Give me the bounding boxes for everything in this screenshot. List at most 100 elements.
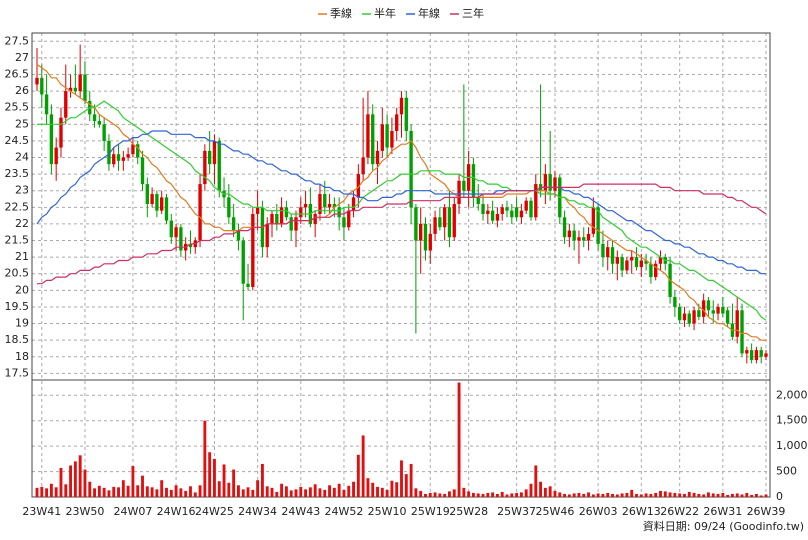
candle-body bbox=[40, 77, 44, 95]
candle-body bbox=[553, 177, 557, 191]
moving-average-line bbox=[36, 64, 766, 341]
candle-body bbox=[212, 140, 217, 165]
candle-body bbox=[481, 204, 485, 214]
volume-bar bbox=[284, 486, 288, 497]
candle-body bbox=[145, 184, 149, 205]
candle-body bbox=[332, 204, 337, 208]
volume-bar bbox=[83, 469, 87, 497]
candle-body bbox=[519, 210, 524, 218]
volume-bar bbox=[543, 487, 547, 497]
candle-body bbox=[414, 207, 418, 241]
volume-bar bbox=[553, 490, 557, 497]
candle-body bbox=[92, 114, 97, 121]
volume-bar bbox=[625, 492, 629, 497]
x-tick-label: 25W19 bbox=[411, 505, 450, 518]
candle-body bbox=[404, 97, 408, 131]
volume-bar bbox=[126, 485, 130, 497]
volume-bar bbox=[419, 490, 423, 497]
volume-bar bbox=[448, 491, 451, 497]
x-tick-label: 23W41 bbox=[22, 505, 61, 518]
candle-body bbox=[644, 260, 648, 264]
x-tick-label: 24W25 bbox=[195, 505, 234, 518]
volume-bar bbox=[519, 492, 523, 497]
y-tick-label: 24.5 bbox=[5, 134, 30, 147]
volume-bar bbox=[472, 492, 475, 497]
candle-body bbox=[255, 207, 260, 214]
volume-bar bbox=[241, 489, 245, 497]
candle-body bbox=[126, 154, 130, 158]
candle-body bbox=[399, 97, 404, 115]
y-tick-label: 23 bbox=[15, 184, 29, 197]
candle-body bbox=[423, 223, 428, 251]
candle-body bbox=[54, 147, 58, 165]
candle-body bbox=[486, 210, 490, 214]
volume-bar bbox=[457, 382, 461, 497]
volume-bar bbox=[414, 488, 418, 497]
data-date-note: 資料日期: 09/24 (Goodinfo.tw) bbox=[643, 519, 804, 533]
candle-body bbox=[505, 207, 509, 211]
candle-body bbox=[121, 157, 126, 161]
volume-bar bbox=[150, 487, 154, 497]
volume-bar bbox=[476, 493, 480, 497]
volume-bar bbox=[270, 487, 274, 497]
y-tick-label: 26 bbox=[15, 84, 29, 97]
candle-body bbox=[409, 130, 413, 208]
candle-body bbox=[380, 124, 384, 151]
volume-bar bbox=[376, 486, 379, 497]
volume-bar bbox=[467, 491, 471, 497]
candle-body bbox=[116, 154, 121, 161]
candle-body bbox=[471, 164, 476, 198]
volume-bar bbox=[102, 487, 106, 497]
x-tick-label: 23W50 bbox=[66, 505, 105, 518]
candle-body bbox=[606, 247, 610, 258]
volume-bar bbox=[227, 482, 231, 497]
x-tick-label: 24W52 bbox=[325, 505, 364, 518]
y-tick-label: 22 bbox=[15, 217, 29, 230]
candle-body bbox=[510, 210, 514, 218]
volume-bar bbox=[299, 486, 303, 497]
candle-body bbox=[745, 350, 749, 354]
candle-body bbox=[428, 233, 432, 251]
legend-label: 年線 bbox=[418, 6, 440, 20]
candle-body bbox=[625, 260, 629, 271]
candle-body bbox=[294, 217, 298, 231]
candle-body bbox=[452, 204, 456, 238]
volume-bar bbox=[165, 487, 168, 497]
volume-bar bbox=[481, 493, 485, 497]
volume-bar bbox=[179, 488, 183, 497]
volume-bar bbox=[208, 452, 212, 497]
candle-body bbox=[610, 247, 615, 264]
candle-body bbox=[615, 257, 620, 264]
candle-body bbox=[447, 207, 452, 238]
y-tick-label: 20.5 bbox=[5, 267, 30, 280]
volume-bar bbox=[385, 489, 389, 497]
candle-body bbox=[371, 114, 375, 165]
candle-body bbox=[231, 217, 236, 231]
volume-bar bbox=[630, 489, 634, 497]
volume-bar bbox=[352, 481, 355, 497]
volume-bar bbox=[567, 494, 571, 497]
x-tick-label: 25W10 bbox=[368, 505, 407, 518]
volume-bar bbox=[232, 469, 236, 497]
y-tick-label: 21.5 bbox=[5, 234, 30, 247]
volume-bar bbox=[246, 487, 250, 497]
candle-body bbox=[476, 197, 480, 205]
volume-bar bbox=[668, 492, 672, 497]
volume-bar bbox=[443, 493, 447, 497]
candle-body bbox=[759, 350, 763, 357]
volume-bar bbox=[404, 474, 408, 497]
candle-body bbox=[284, 207, 289, 218]
volume-bar bbox=[371, 482, 375, 497]
x-tick-label: 24W43 bbox=[281, 505, 320, 518]
y-tick-label: 19.5 bbox=[5, 300, 30, 313]
volume-bar bbox=[289, 490, 293, 497]
volume-bar bbox=[678, 493, 682, 497]
volume-bar bbox=[620, 493, 624, 497]
candle-body bbox=[112, 154, 116, 165]
volume-bar bbox=[644, 493, 648, 497]
candle-body bbox=[97, 120, 102, 125]
volume-bar bbox=[294, 489, 298, 497]
volume-tick-label: 0 bbox=[776, 490, 783, 503]
volume-bar bbox=[145, 486, 149, 497]
candle-body bbox=[136, 144, 140, 158]
